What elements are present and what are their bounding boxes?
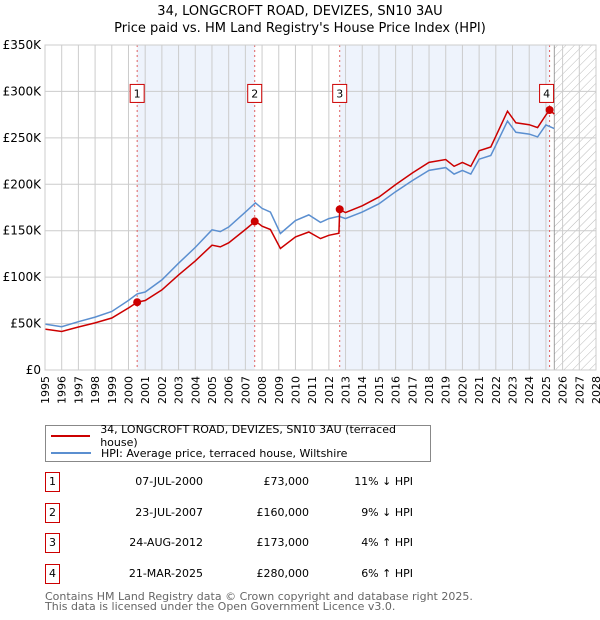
transaction-row: 4 21-MAR-2025 £280,000 6% ↑ HPI bbox=[45, 563, 465, 584]
transaction-hpi-diff: 11% ↓ HPI bbox=[354, 475, 413, 488]
price-chart: 1995 1996 1997 1998 1999 2000 2001 2002 2003 2004… bbox=[3, 38, 600, 404]
chart-title: 34, LONGCROFT ROAD, DEVIZES, SN10 3AU bbox=[157, 4, 443, 19]
x-tick-label: 2026 bbox=[557, 376, 570, 404]
x-tick-label: 1997 bbox=[72, 376, 85, 404]
legend-label: HPI: Average price, terraced house, Wilt… bbox=[101, 446, 348, 460]
transaction-price: £173,000 bbox=[256, 536, 310, 549]
ownership-period-band bbox=[339, 45, 550, 370]
x-tick-label: 2012 bbox=[323, 376, 336, 404]
y-tick-label: £100K bbox=[3, 270, 43, 284]
transaction-hpi-diff: 9% ↓ HPI bbox=[361, 505, 413, 519]
sale-point bbox=[133, 298, 142, 307]
x-tick-label: 2007 bbox=[239, 376, 252, 404]
x-tick-label: 2009 bbox=[273, 376, 286, 404]
transaction-row: 2 23-JUL-2007 £160,000 9% ↓ HPI bbox=[45, 502, 465, 523]
x-tick-label: 2024 bbox=[523, 376, 536, 404]
transaction-row: 3 24-AUG-2012 £173,000 4% ↑ HPI bbox=[45, 533, 465, 553]
sale-label: 2 bbox=[251, 87, 258, 100]
y-tick-label: £300K bbox=[3, 84, 43, 98]
x-tick-label: 2011 bbox=[306, 376, 319, 404]
x-tick-label: 1998 bbox=[89, 376, 102, 404]
footer-licence: This data is licensed under the Open Gov… bbox=[45, 600, 396, 613]
sale-point bbox=[335, 205, 344, 214]
legend-item-property: 34, LONGCROFT ROAD, DEVIZES, SN10 3AU (t… bbox=[46, 423, 430, 449]
y-tick-label: £250K bbox=[3, 131, 43, 145]
forecast-hatch bbox=[554, 45, 596, 370]
ownership-period-band bbox=[137, 45, 255, 370]
x-tick-label: 1996 bbox=[56, 376, 69, 404]
x-tick-label: 2018 bbox=[423, 376, 436, 404]
transaction-date: 24-AUG-2012 bbox=[129, 536, 203, 549]
y-tick-label: £200K bbox=[3, 177, 43, 191]
x-tick-label: 2005 bbox=[206, 376, 219, 404]
sale-point bbox=[545, 106, 554, 114]
x-tick-label: 1995 bbox=[39, 376, 52, 404]
y-tick-label: £0 bbox=[26, 363, 41, 377]
transaction-date: 21-MAR-2025 bbox=[128, 566, 203, 580]
legend-swatch-blue bbox=[51, 452, 91, 454]
y-tick-label: £350K bbox=[3, 38, 43, 52]
footer-copyright: Contains HM Land Registry data © Crown c… bbox=[45, 590, 473, 603]
chart-subtitle: Price paid vs. HM Land Registry's House … bbox=[114, 21, 486, 36]
transaction-number-badge: 2 bbox=[45, 502, 60, 523]
x-tick-label: 2020 bbox=[456, 376, 469, 404]
x-tick-label: 2001 bbox=[139, 376, 152, 404]
transaction-date: 07-JUL-2000 bbox=[135, 475, 203, 488]
x-tick-label: 2010 bbox=[289, 376, 302, 404]
property-price-line bbox=[44, 108, 555, 333]
x-tick-label: 2025 bbox=[540, 376, 553, 404]
transaction-price: £160,000 bbox=[256, 505, 310, 519]
legend: 34, LONGCROFT ROAD, DEVIZES, SN10 3AU (t… bbox=[45, 423, 431, 462]
transaction-price: £280,000 bbox=[256, 566, 310, 580]
transaction-row: 1 07-JUL-2000 £73,000 11% ↓ HPI bbox=[45, 472, 465, 492]
x-tick-label: 2006 bbox=[223, 376, 236, 404]
x-tick-label: 2027 bbox=[573, 376, 586, 404]
sale-label-box bbox=[247, 83, 263, 103]
sale-label-box bbox=[129, 83, 145, 103]
sale-label: 4 bbox=[543, 87, 550, 100]
sale-label: 3 bbox=[336, 87, 343, 100]
sale-point bbox=[250, 217, 259, 226]
sale-label-box bbox=[332, 83, 348, 103]
legend-label: 34, LONGCROFT ROAD, DEVIZES, SN10 3AU (t… bbox=[100, 423, 396, 449]
transaction-number-badge: 4 bbox=[45, 563, 60, 584]
transaction-number-badge: 1 bbox=[45, 472, 60, 492]
transaction-number-badge: 3 bbox=[45, 533, 60, 553]
x-tick-label: 2023 bbox=[507, 376, 520, 404]
x-tick-label: 2003 bbox=[173, 376, 186, 404]
y-tick-label: £50K bbox=[10, 317, 42, 331]
x-tick-label: 2028 bbox=[590, 376, 600, 404]
x-tick-label: 2004 bbox=[189, 376, 202, 404]
x-tick-label: 2008 bbox=[256, 376, 269, 404]
transaction-hpi-diff: 6% ↑ HPI bbox=[361, 566, 413, 580]
transaction-price: £73,000 bbox=[263, 475, 310, 488]
x-tick-label: 1999 bbox=[106, 376, 119, 404]
legend-swatch-red bbox=[51, 435, 91, 437]
x-tick-label: 2000 bbox=[122, 376, 135, 404]
plot-border bbox=[44, 44, 597, 371]
x-tick-label: 2002 bbox=[156, 376, 169, 404]
x-tick-label: 2021 bbox=[473, 376, 486, 404]
x-tick-label: 2015 bbox=[373, 376, 386, 404]
x-tick-label: 2017 bbox=[406, 376, 419, 404]
hpi-line bbox=[44, 119, 555, 328]
transaction-date: 23-JUL-2007 bbox=[135, 505, 203, 519]
x-tick-label: 2016 bbox=[390, 376, 403, 404]
x-tick-label: 2013 bbox=[340, 376, 353, 404]
transaction-hpi-diff: 4% ↑ HPI bbox=[361, 536, 413, 549]
sale-label-box bbox=[539, 83, 555, 103]
y-tick-label: £150K bbox=[3, 224, 43, 238]
x-tick-label: 2014 bbox=[356, 376, 369, 404]
sale-label: 1 bbox=[134, 87, 141, 100]
x-tick-label: 2022 bbox=[490, 376, 503, 404]
legend-item-hpi: HPI: Average price, terraced house, Wilt… bbox=[46, 445, 347, 461]
x-tick-label: 2019 bbox=[440, 376, 453, 404]
